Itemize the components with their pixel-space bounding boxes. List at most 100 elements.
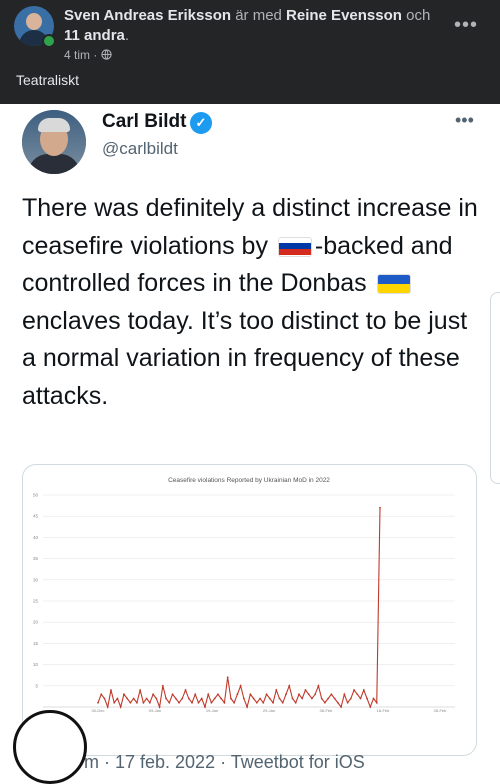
data-point (236, 693, 239, 696)
data-point (343, 693, 346, 696)
post-menu-button[interactable]: ••• (454, 14, 479, 36)
with-text: är med (235, 7, 282, 24)
y-tick-label: 10 (33, 662, 39, 667)
data-point (161, 684, 164, 687)
data-point (113, 701, 116, 704)
data-point (369, 706, 372, 708)
data-point (194, 693, 197, 696)
data-point (129, 701, 132, 704)
data-point (298, 693, 300, 696)
data-point (119, 706, 122, 708)
data-point (139, 689, 142, 691)
data-point (242, 697, 245, 700)
x-tick-label: 09-Jan (149, 708, 161, 713)
data-point (304, 689, 307, 691)
tweet-author-name[interactable]: Carl Bildt (102, 111, 187, 132)
data-point (123, 693, 125, 696)
data-point (220, 697, 223, 700)
tweet-text-part-1: There was definitely a distinct increase… (22, 194, 478, 260)
tagged-person-link[interactable]: Reine Evensson (286, 7, 402, 24)
x-tick-label: 29-Jan (263, 708, 275, 713)
ukraine-flag-icon (376, 274, 411, 294)
facebook-post-header: Sven Andreas Eriksson är med Reine Evens… (0, 0, 500, 104)
post-time[interactable]: 4 tim (64, 48, 91, 62)
data-point (301, 697, 304, 700)
data-point (291, 697, 294, 700)
floating-circle-button[interactable] (13, 710, 87, 784)
tweet-author-handle[interactable]: @carlbildt (102, 139, 178, 158)
y-tick-label: 30 (33, 577, 39, 582)
online-status-dot (42, 34, 56, 48)
data-point (233, 701, 236, 704)
data-point (168, 701, 171, 704)
tweet-avatar[interactable] (22, 110, 86, 174)
data-point (171, 693, 174, 696)
tweet-text-part-3: enclaves today. It’s too distinct to be … (22, 306, 468, 410)
data-point (278, 697, 281, 700)
data-point (126, 697, 129, 700)
author-name-link[interactable]: Sven Andreas Eriksson (64, 7, 232, 24)
data-point (246, 706, 249, 708)
data-point (181, 697, 184, 700)
avatar-suit (28, 154, 80, 174)
data-point (333, 697, 336, 700)
data-point (255, 701, 258, 704)
data-point (155, 697, 158, 700)
data-point (158, 706, 161, 708)
data-point (349, 697, 352, 700)
data-point (210, 701, 213, 704)
data-point (285, 693, 287, 696)
data-point (294, 701, 297, 704)
avatar-hair (38, 118, 70, 132)
y-tick-label: 15 (33, 641, 39, 646)
data-point (116, 697, 119, 700)
data-point (311, 697, 313, 700)
data-point (272, 701, 274, 704)
series-line (97, 507, 381, 710)
tweet-menu-button[interactable]: ••• (455, 110, 474, 130)
chart-title: Ceasefire violations Reported by Ukraini… (168, 477, 330, 484)
data-point (142, 701, 145, 704)
data-point (252, 697, 255, 700)
data-point (379, 506, 381, 509)
data-point (275, 689, 278, 691)
flag-stripe (278, 243, 311, 250)
data-point (174, 697, 177, 700)
avatar-body (19, 30, 49, 46)
data-point (340, 706, 343, 708)
data-point (268, 697, 271, 700)
data-point (323, 701, 326, 704)
data-point (314, 693, 317, 696)
author-avatar[interactable] (14, 6, 54, 46)
x-tick-label: 30-Dec (92, 708, 105, 713)
tweet-footer: m · 17 feb. 2022 · Tweetbot for iOS (84, 752, 365, 772)
tweet-text-part-2: -backed and controlled forces in the Don… (22, 231, 453, 298)
data-point (265, 693, 268, 696)
data-point (359, 697, 362, 700)
data-point (317, 684, 320, 687)
data-point (100, 693, 103, 696)
data-point (320, 697, 323, 700)
data-point (191, 701, 193, 704)
flag-stripe (278, 237, 311, 244)
data-point (200, 697, 203, 700)
data-point (152, 693, 155, 696)
data-point (110, 689, 112, 691)
y-tick-label: 20 (33, 620, 39, 625)
x-tick-label: 18-Feb (377, 708, 390, 713)
flag-stripe (278, 249, 311, 256)
data-point (103, 697, 106, 700)
post-author-line: Sven Andreas Eriksson är med Reine Evens… (64, 6, 444, 46)
x-tick-label: 08-Feb (320, 708, 333, 713)
data-point (184, 689, 187, 691)
data-point (372, 697, 375, 700)
data-point (213, 697, 216, 700)
side-panel-handle[interactable] (490, 292, 500, 484)
others-link[interactable]: 11 andra (64, 27, 125, 44)
and-text: och (406, 7, 431, 24)
data-point (217, 693, 219, 696)
data-point (336, 701, 339, 704)
data-point (366, 697, 368, 700)
period-text: . (124, 27, 130, 44)
chart-image-card[interactable]: Ceasefire violations Reported by Ukraini… (22, 464, 477, 756)
